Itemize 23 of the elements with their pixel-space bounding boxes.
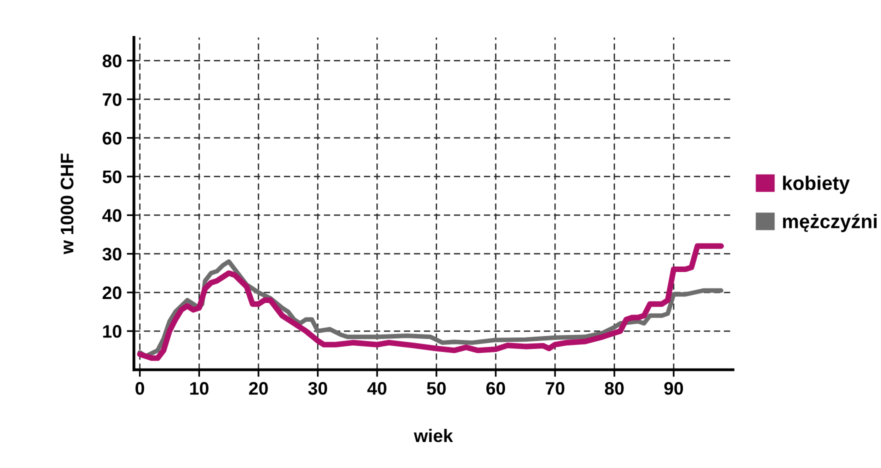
y-tick-label: 30 xyxy=(102,248,122,261)
legend-label: kobiety xyxy=(783,176,850,194)
legend-label: mężczyźni xyxy=(783,214,877,232)
x-tick-label: 40 xyxy=(367,382,386,395)
x-tick-label: 90 xyxy=(664,382,683,395)
x-tick-label: 70 xyxy=(546,382,564,395)
y-tick-label: 10 xyxy=(103,325,122,338)
x-tick-label: 60 xyxy=(486,382,506,395)
x-axis-title: wiek xyxy=(414,428,454,442)
y-axis-title: w 1000 CHF xyxy=(60,154,74,254)
x-tick-label: 80 xyxy=(604,382,624,395)
x-tick-label: 10 xyxy=(190,382,208,395)
y-tick-label: 60 xyxy=(102,132,122,145)
y-tick-label: 80 xyxy=(102,54,122,68)
y-tick-label: 70 xyxy=(102,93,122,106)
y-tick-label: 40 xyxy=(102,209,122,222)
y-tick-label: 50 xyxy=(102,170,122,184)
x-tick-label: 50 xyxy=(426,382,446,395)
x-tick-label: 30 xyxy=(308,382,328,395)
x-tick-label: 20 xyxy=(249,382,268,395)
y-tick-label: 20 xyxy=(102,286,122,300)
line-series xyxy=(138,259,724,358)
x-tick-label: 0 xyxy=(136,382,144,395)
